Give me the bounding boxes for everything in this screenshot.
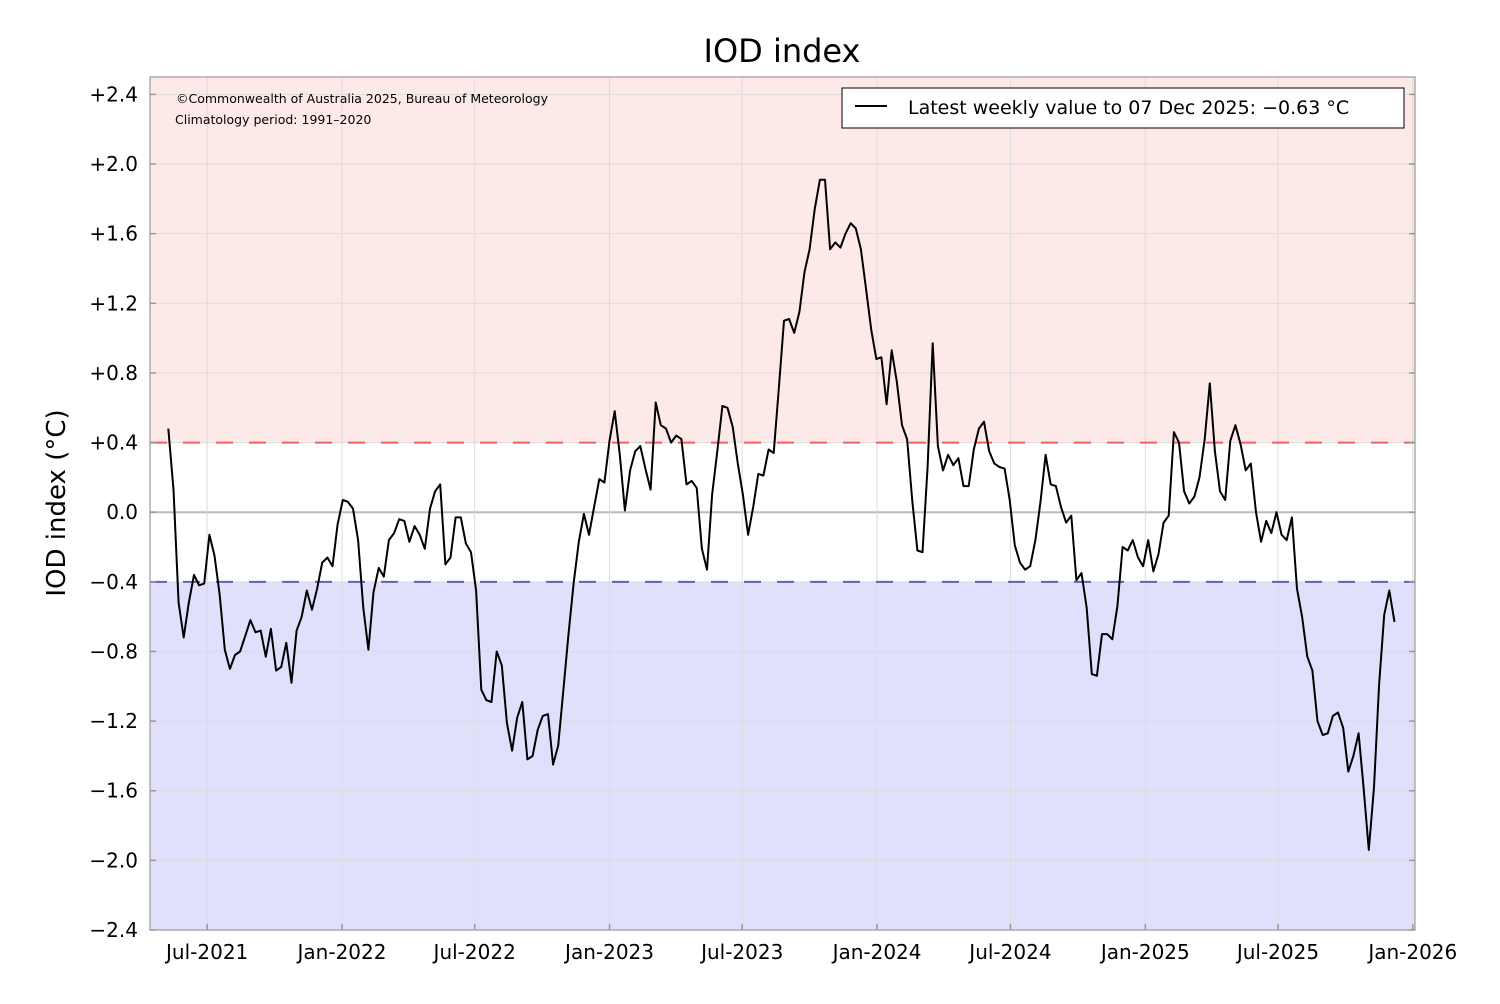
y-tick-label: −0.8: [89, 639, 138, 663]
plot-frame: [149, 76, 1416, 931]
y-tick-label: −0.4: [89, 570, 138, 594]
y-tick-label: −1.2: [89, 709, 138, 733]
copyright-annotation: ©Commonwealth of Australia 2025, Bureau …: [176, 91, 549, 106]
x-tick-label: Jan-2024: [831, 940, 922, 964]
y-tick-label: +0.8: [89, 361, 138, 385]
y-tick-label: −2.0: [89, 848, 138, 872]
x-tick-label: Jan-2022: [296, 940, 387, 964]
climatology-annotation: Climatology period: 1991–2020: [175, 112, 371, 127]
x-tick-label: Jan-2023: [563, 940, 654, 964]
y-axis: −2.4 −2.0 −1.6 −1.2 −0.8 −0.4 0.0 +0.4 +0.8 +1.2 +…: [89, 82, 1415, 942]
y-tick-label: −2.4: [89, 918, 138, 942]
y-tick-label: +0.4: [89, 431, 138, 455]
legend-box: [841, 87, 1405, 129]
iod-series-line: [167, 178, 1396, 851]
y-axis-label: IOD index (°C): [42, 409, 72, 596]
y-tick-label: +1.6: [89, 222, 138, 246]
y-tick-label: +1.2: [89, 291, 138, 315]
x-tick-label: Jan-2026: [1366, 940, 1457, 964]
x-axis: Jul-2021 Jan-2022 Jul-2022 Jan-2023 Jul-2023…: [164, 924, 1457, 964]
legend: Latest weekly value to 07 Dec 2025: −0.6…: [841, 87, 1405, 129]
chart-title: IOD index: [704, 32, 861, 70]
legend-label: Latest weekly value to 07 Dec 2025: −0.6…: [908, 97, 1349, 119]
x-tick-label: Jul-2024: [967, 940, 1051, 964]
y-tick-label: +2.4: [89, 82, 138, 106]
x-tick-label: Jan-2025: [1099, 940, 1190, 964]
positive-region: [150, 77, 1415, 443]
x-tick-label: Jul-2025: [1235, 940, 1319, 964]
y-tick-label: 0.0: [106, 500, 138, 524]
x-tick-label: Jul-2021: [164, 940, 248, 964]
negative-region: [150, 581, 1415, 930]
x-tick-label: Jul-2022: [432, 940, 516, 964]
x-tick-label: Jul-2023: [699, 940, 783, 964]
y-tick-label: −1.6: [89, 779, 138, 803]
threshold-regions: [150, 77, 1415, 930]
y-tick-label: +2.0: [89, 152, 138, 176]
